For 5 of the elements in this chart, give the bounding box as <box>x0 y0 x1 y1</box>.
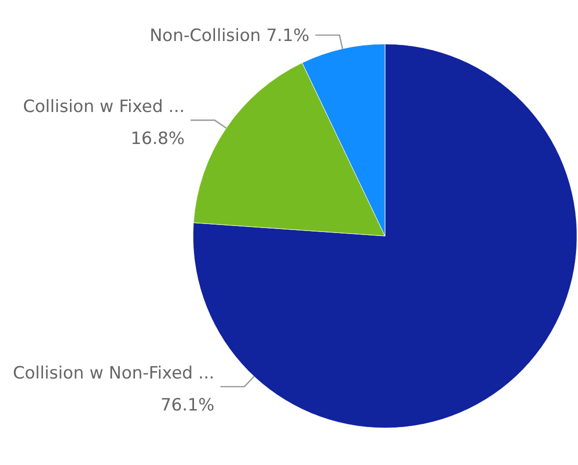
data-label: 76.1% <box>160 396 214 416</box>
slice-label: Collision w Non-Fixed ... <box>12 364 214 384</box>
data-label: 16.8% <box>130 129 185 150</box>
slice-label: Collision w Fixed ... <box>23 97 185 118</box>
slice-label: Non-Collision 7.1% <box>150 26 310 46</box>
